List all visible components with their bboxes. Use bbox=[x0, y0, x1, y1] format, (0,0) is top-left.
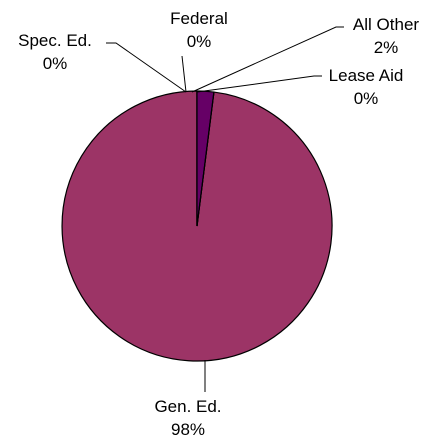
slices-layer bbox=[61, 90, 333, 362]
slice-percent-lease-aid: 0% bbox=[354, 89, 379, 108]
leaders-layer bbox=[106, 26, 344, 392]
slice-percent-spec-ed: 0% bbox=[43, 54, 68, 73]
slice-percent-gen-ed: 98% bbox=[171, 420, 205, 438]
slice-label-all-other: All Other bbox=[353, 15, 419, 34]
slice-percent-all-other: 2% bbox=[374, 38, 399, 57]
slice-label-gen-ed: Gen. Ed. bbox=[154, 397, 221, 416]
slice-lease-aid bbox=[196, 91, 215, 227]
slice-label-federal: Federal bbox=[170, 9, 228, 28]
leader-line-all-other bbox=[191, 26, 344, 93]
slice-label-spec-ed: Spec. Ed. bbox=[18, 31, 92, 50]
slice-label-lease-aid: Lease Aid bbox=[329, 66, 404, 85]
leader-line-spec-ed bbox=[106, 42, 187, 93]
slice-percent-federal: 0% bbox=[187, 32, 212, 51]
labels-layer: Federal 0% Spec. Ed. 0% All Other 2% Lea… bbox=[18, 9, 419, 438]
leader-line-federal bbox=[181, 55, 187, 93]
leader-line-lease-aid bbox=[196, 75, 322, 93]
